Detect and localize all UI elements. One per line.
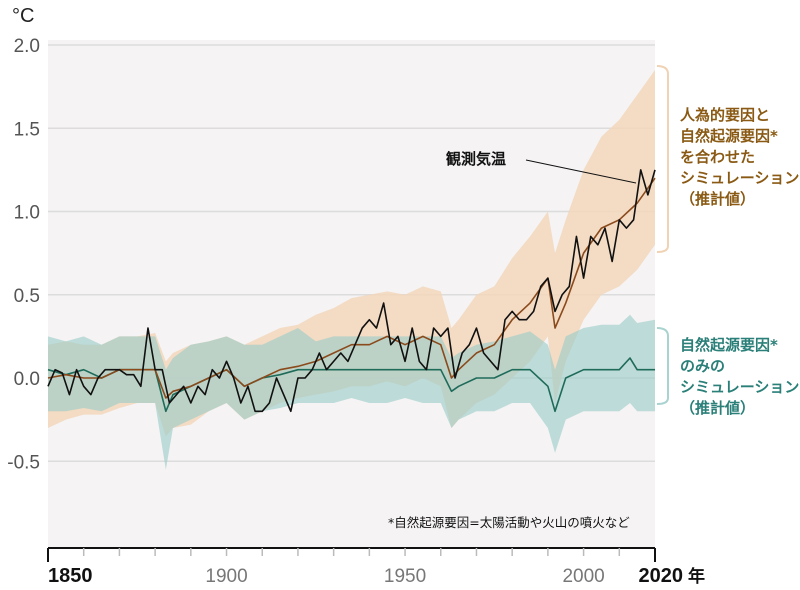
observed-leader-line bbox=[525, 159, 637, 184]
y-tick-labels: 2.0 1.5 1.0 0.5 0.0 -0.5 bbox=[7, 36, 40, 473]
y-tick-label: 0.5 bbox=[14, 286, 40, 307]
x-tick-label: 1850 bbox=[48, 565, 93, 587]
natural-label-line: シミュレーション bbox=[680, 378, 799, 396]
combined-label-line: （推計値） bbox=[680, 190, 755, 208]
observed-label: 観測気温 bbox=[446, 150, 506, 168]
series-lines bbox=[47, 169, 656, 413]
observed-temperature-line bbox=[47, 169, 656, 413]
y-tick-label: -0.5 bbox=[7, 452, 40, 473]
x-tick-label: 1950 bbox=[384, 566, 426, 587]
combined-bracket bbox=[656, 65, 669, 253]
y-tick-label: 1.5 bbox=[14, 119, 40, 140]
natural-simulation-line bbox=[47, 357, 655, 413]
combined-simulation-line bbox=[47, 177, 656, 399]
combined-label-line: 自然起源要因* bbox=[680, 127, 778, 145]
combined-label-line: を合わせた bbox=[680, 148, 755, 166]
gridlines bbox=[48, 44, 655, 462]
y-tick-label: 2.0 bbox=[14, 36, 40, 57]
natural-label-line: のみの bbox=[680, 357, 725, 375]
combined-label-line: 人為的要因と bbox=[680, 106, 770, 124]
natural-label-line: 自然起源要因* bbox=[680, 336, 778, 354]
natural-label-line: （推計値） bbox=[680, 399, 755, 417]
combined-label-line: シミュレーション bbox=[680, 169, 799, 187]
x-ticks: 1850 1900 1950 2000 2020 bbox=[47, 548, 684, 587]
natural-simulation-band bbox=[48, 314, 655, 470]
x-axis-unit: 年 bbox=[688, 566, 705, 587]
x-tick-label: 2020 bbox=[639, 565, 684, 587]
x-tick-label: 1900 bbox=[205, 566, 247, 587]
y-tick-label: 0.0 bbox=[14, 369, 40, 390]
footnote: *自然起源要因=太陽活動や火山の噴火など bbox=[388, 515, 630, 530]
y-axis-unit: °C bbox=[12, 5, 34, 27]
bands bbox=[48, 69, 655, 470]
x-tick-label: 2000 bbox=[562, 566, 604, 587]
natural-bracket bbox=[656, 327, 669, 405]
y-tick-label: 1.0 bbox=[14, 203, 40, 224]
